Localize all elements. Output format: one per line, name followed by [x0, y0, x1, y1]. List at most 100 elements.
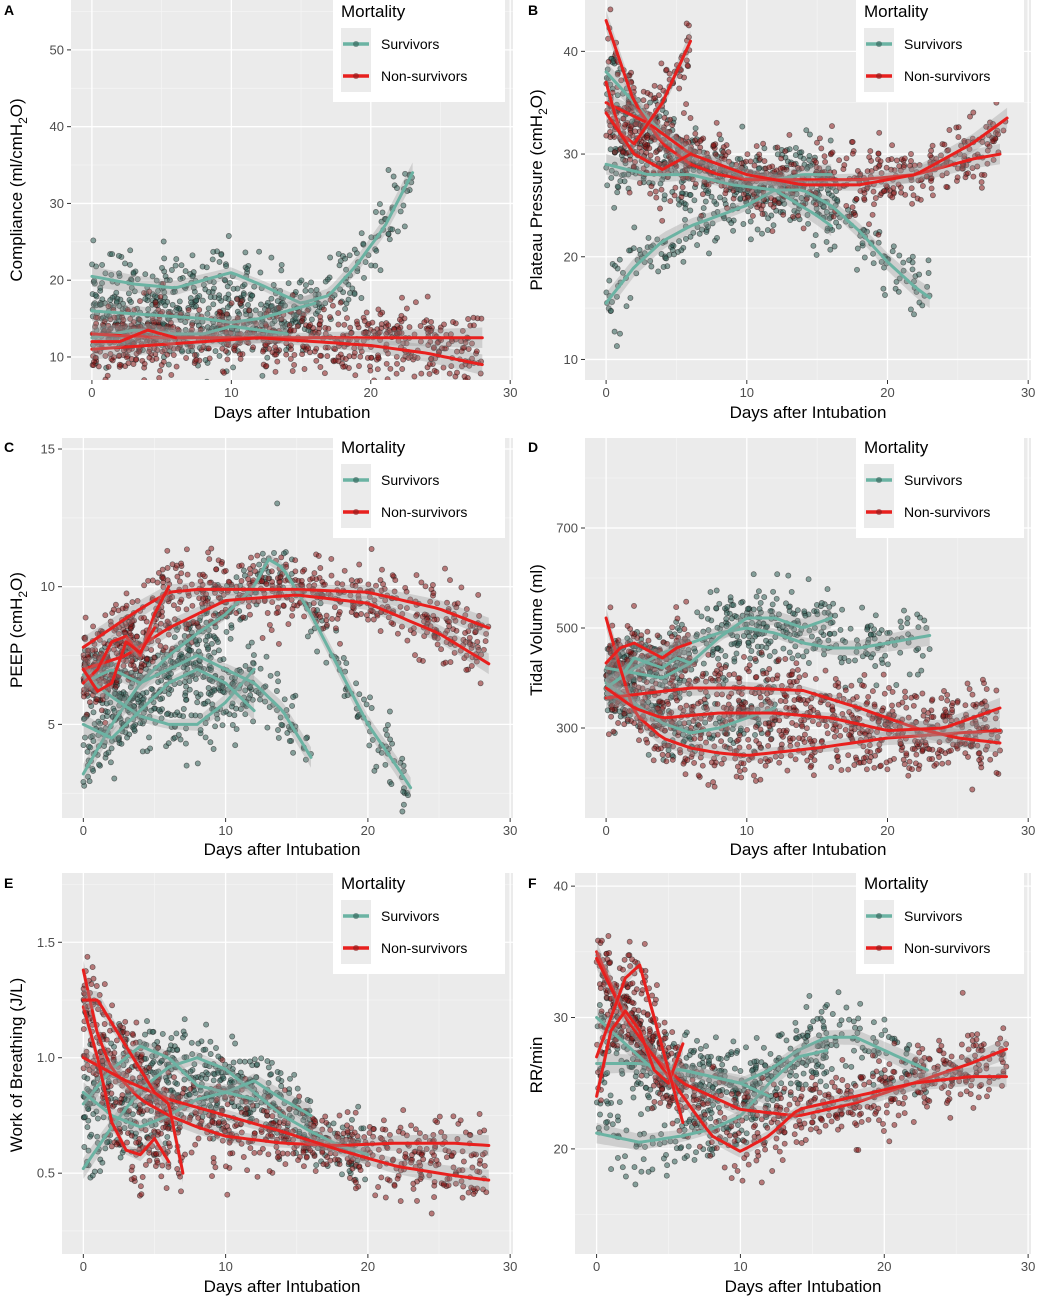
survivor-point	[182, 268, 189, 275]
survivor-point	[278, 261, 285, 268]
non-survivor-point	[99, 321, 106, 328]
survivor-point	[224, 304, 231, 311]
non-survivor-point	[168, 371, 175, 378]
non-survivor-point	[465, 316, 472, 322]
survivor-point	[386, 708, 393, 715]
non-survivor-point	[292, 568, 299, 575]
non-survivor-point	[332, 346, 339, 353]
survivor-point	[614, 183, 621, 190]
survivor-point	[186, 686, 193, 693]
survivor-point	[92, 292, 99, 299]
non-survivor-point	[178, 560, 185, 567]
non-survivor-point	[246, 307, 252, 314]
non-survivors-smooth-line	[90, 336, 484, 367]
non-survivor-point	[684, 62, 691, 69]
non-survivor-point	[253, 320, 260, 327]
survivor-point	[612, 262, 618, 269]
survivor-point	[105, 749, 112, 756]
non-survivor-point	[321, 370, 328, 377]
survivor-point	[698, 613, 705, 620]
x-tick-label: 0	[602, 823, 609, 838]
non-survivor-point	[652, 95, 658, 101]
survivor-point	[700, 660, 707, 667]
survivor-point	[108, 271, 115, 278]
non-survivor-point	[219, 345, 226, 352]
non-survivor-point	[153, 355, 160, 362]
survivor-point	[875, 239, 882, 246]
non-survivor-point	[218, 560, 225, 567]
non-survivor-point	[720, 144, 727, 151]
non-survivor-point	[237, 355, 244, 362]
non-survivor-point	[417, 323, 424, 329]
non-survivor-point	[356, 561, 363, 568]
survivor-point	[222, 277, 229, 284]
survivor-point	[870, 260, 877, 267]
survivor-point	[188, 299, 194, 306]
non-survivor-point	[102, 352, 109, 359]
survivor-point	[140, 690, 146, 697]
non-survivor-point	[614, 71, 621, 78]
non-survivor-point	[933, 155, 940, 162]
non-survivor-point	[206, 355, 213, 362]
non-survivor-point	[354, 321, 361, 328]
non-survivor-point	[327, 314, 333, 321]
survivor-point	[353, 680, 360, 687]
survivor-point	[86, 778, 93, 785]
survivor-point	[216, 295, 222, 302]
survivor-point	[747, 655, 754, 662]
survivor-point	[322, 300, 329, 307]
non-survivor-point	[189, 321, 196, 328]
survivor-point	[770, 588, 777, 595]
survivor-point	[795, 652, 801, 659]
survivor-point	[385, 167, 392, 173]
survivor-point	[714, 645, 721, 652]
survivor-point	[676, 201, 683, 208]
non-survivor-point	[427, 396, 432, 401]
non-survivor-point	[756, 201, 763, 208]
survivor-point	[387, 736, 394, 743]
non-survivor-point	[652, 117, 659, 124]
survivor-point	[690, 229, 697, 236]
survivor-point	[705, 223, 711, 230]
survivor-point	[274, 500, 281, 507]
survivor-point	[203, 264, 210, 271]
non-survivor-point	[315, 329, 322, 336]
survivor-point	[801, 608, 808, 615]
survivor-point	[747, 218, 754, 225]
non-survivor-point	[868, 168, 875, 175]
survivor-point	[351, 291, 358, 298]
survivor-point	[759, 230, 765, 237]
non-survivor-point	[260, 348, 266, 355]
non-survivor-point	[430, 345, 437, 352]
non-survivor-point	[311, 570, 318, 577]
non-survivor-point	[724, 205, 730, 211]
non-survivor-point	[442, 659, 449, 666]
survivor-point	[116, 302, 123, 309]
survivor-point	[245, 643, 252, 650]
x-tick-label: 0	[80, 823, 87, 838]
survivor-point	[125, 290, 132, 297]
survivor-point	[297, 293, 304, 300]
non-survivor-point	[104, 372, 111, 379]
non-survivor-point	[98, 707, 105, 714]
non-survivor-point	[105, 322, 112, 329]
non-survivor-point	[777, 165, 784, 172]
survivor-point	[223, 628, 230, 635]
survivor-point	[102, 270, 109, 277]
survivor-point	[345, 296, 352, 303]
non-survivor-point	[250, 344, 257, 351]
survivor-point	[268, 254, 275, 261]
non-survivor-point	[274, 358, 281, 365]
survivor-point	[271, 318, 278, 325]
survivor-point	[608, 307, 614, 314]
survivor-point	[134, 276, 141, 283]
non-survivor-point	[771, 168, 778, 175]
survivor-point	[122, 260, 128, 267]
survivor-point	[713, 587, 720, 594]
panel-b-legend: Mortality Survivors Non-survivors	[856, 0, 1024, 102]
survivor-point	[193, 303, 199, 310]
survivor-point	[838, 659, 845, 666]
non-survivor-point	[849, 204, 856, 211]
